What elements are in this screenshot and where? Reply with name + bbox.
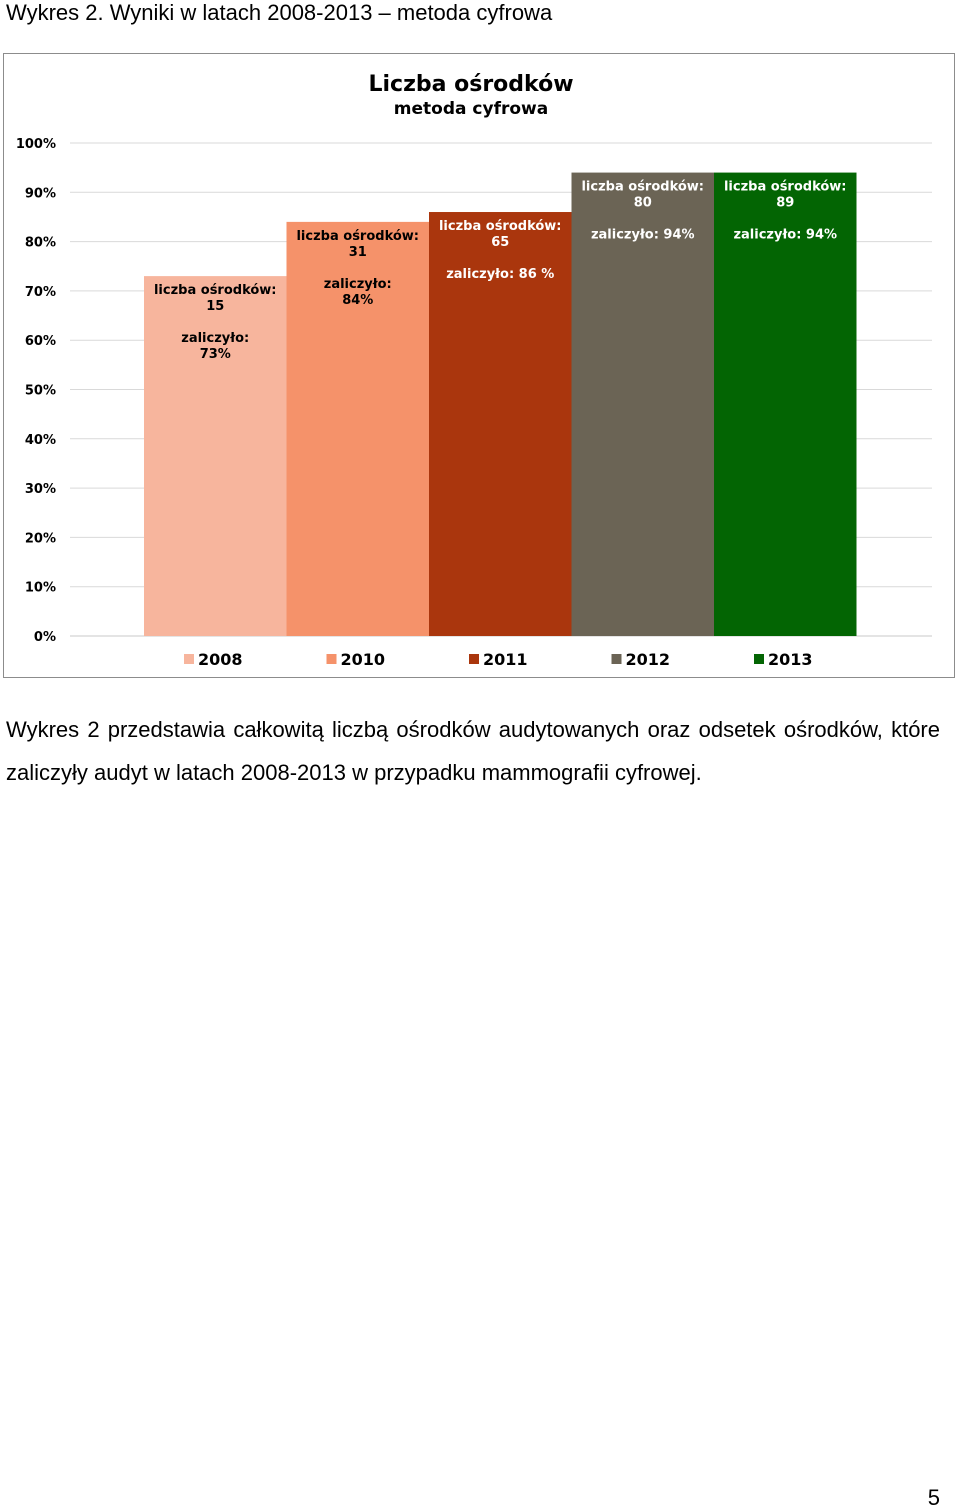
y-tick-label: 100% <box>16 137 56 152</box>
document-heading: Wykres 2. Wyniki w latach 2008-2013 – me… <box>6 0 553 25</box>
y-tick-label: 60% <box>25 334 56 349</box>
y-tick-label: 0% <box>34 630 56 645</box>
bar-count-label: liczba ośrodków: <box>581 180 704 195</box>
legend-swatch <box>326 654 337 664</box>
bar-count-label: 15 <box>206 299 224 314</box>
legend-label: 2012 <box>626 650 671 669</box>
bar-2011 <box>429 212 572 636</box>
bars <box>144 172 857 636</box>
y-tick-label: 30% <box>25 482 56 497</box>
legend-swatch <box>754 654 764 664</box>
legend-label: 2013 <box>768 650 813 669</box>
y-tick-label: 10% <box>25 581 56 596</box>
chart-svg: Liczba ośrodków metoda cyfrowa 0% 10% 20% 3… <box>16 72 932 669</box>
bar-count-label: liczba ośrodków: <box>296 229 419 244</box>
bar-count-label: liczba ośrodków: <box>724 180 847 195</box>
legend-label: 2010 <box>341 650 386 669</box>
chart-frame: Liczba ośrodków metoda cyfrowa 0% 10% 20% 3… <box>3 53 955 678</box>
chart-subtitle: metoda cyfrowa <box>394 99 548 119</box>
bar-passed-label: 73% <box>200 347 231 362</box>
y-tick-label: 90% <box>25 186 56 201</box>
body-paragraph: Wykres 2 przedstawia całkowitą liczbą oś… <box>6 717 940 785</box>
legend-swatch <box>184 654 194 664</box>
bar-2010 <box>286 221 429 636</box>
bar-count-label: 65 <box>491 235 509 250</box>
bar-passed-label: zaliczyło: <box>324 277 392 292</box>
bar-2012 <box>571 172 714 636</box>
legend-swatch <box>611 654 622 664</box>
y-tick-label: 50% <box>25 384 56 399</box>
y-tick-label: 20% <box>25 531 56 546</box>
y-tick-label: 80% <box>25 236 56 251</box>
bar-passed-label: 84% <box>342 293 373 308</box>
legend-label: 2011 <box>483 650 528 669</box>
chart-title: Liczba ośrodków <box>368 72 573 97</box>
page-number: 5 <box>927 1485 940 1510</box>
legend-swatch <box>469 654 479 664</box>
bar-count-label: liczba ośrodków: <box>154 283 277 298</box>
bar-2013 <box>714 172 857 636</box>
bar-count-label: 80 <box>634 196 652 211</box>
bar-count-label: 31 <box>349 245 367 260</box>
y-tick-label: 70% <box>25 285 56 300</box>
y-axis-ticks: 0% 10% 20% 30% 40% 50% 60% 70% 80% 90% 100% <box>16 137 56 645</box>
legend: 2008 2010 2011 2012 2013 <box>184 650 813 669</box>
legend-label: 2008 <box>198 650 243 669</box>
bar-passed-label: zaliczyło: 94% <box>733 228 837 243</box>
bar-2008 <box>144 276 287 636</box>
y-tick-label: 40% <box>25 433 56 448</box>
bar-passed-label: zaliczyło: 94% <box>591 228 695 243</box>
bar-count-label: 89 <box>776 196 794 211</box>
bar-count-label: liczba ośrodków: <box>439 219 562 234</box>
bar-passed-label: zaliczyło: 86 % <box>446 267 554 282</box>
bar-passed-label: zaliczyło: <box>181 331 249 346</box>
